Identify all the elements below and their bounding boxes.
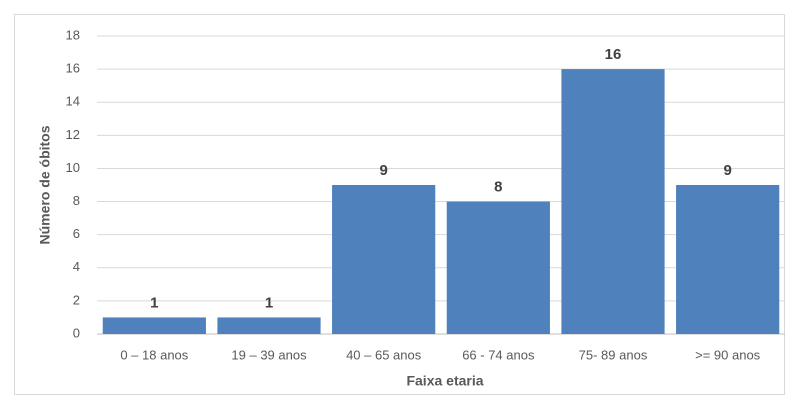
- data-label: 9: [379, 162, 387, 179]
- y-tick-label: 2: [73, 292, 80, 307]
- y-tick-label: 8: [73, 193, 80, 208]
- x-tick-label: 0 – 18 anos: [120, 347, 188, 362]
- y-tick-label: 0: [73, 325, 80, 340]
- bar: [446, 201, 550, 334]
- x-tick-label: 40 – 65 anos: [346, 347, 422, 362]
- y-tick-label: 14: [66, 94, 80, 109]
- y-tick-label: 18: [66, 27, 80, 42]
- y-axis-title: Número de óbitos: [37, 125, 53, 244]
- y-tick-label: 6: [73, 226, 80, 241]
- data-label: 9: [723, 162, 731, 179]
- y-tick-label: 4: [73, 259, 80, 274]
- bar: [102, 317, 206, 334]
- y-tick-label: 16: [66, 61, 80, 76]
- data-label: 16: [605, 46, 622, 63]
- data-label: 1: [265, 294, 273, 311]
- bar: [217, 317, 321, 334]
- bar: [561, 69, 665, 334]
- x-tick-label: 19 – 39 anos: [231, 347, 307, 362]
- x-tick-label: 66 - 74 anos: [462, 347, 535, 362]
- bar: [676, 185, 780, 334]
- data-label: 1: [150, 294, 158, 311]
- y-tick-label: 12: [66, 127, 80, 142]
- x-tick-label: >= 90 anos: [695, 347, 761, 362]
- bar: [332, 185, 436, 334]
- x-axis-title: Faixa etaria: [406, 373, 483, 389]
- data-label: 8: [494, 179, 502, 196]
- y-tick-label: 10: [66, 160, 80, 175]
- x-tick-label: 75- 89 anos: [579, 347, 648, 362]
